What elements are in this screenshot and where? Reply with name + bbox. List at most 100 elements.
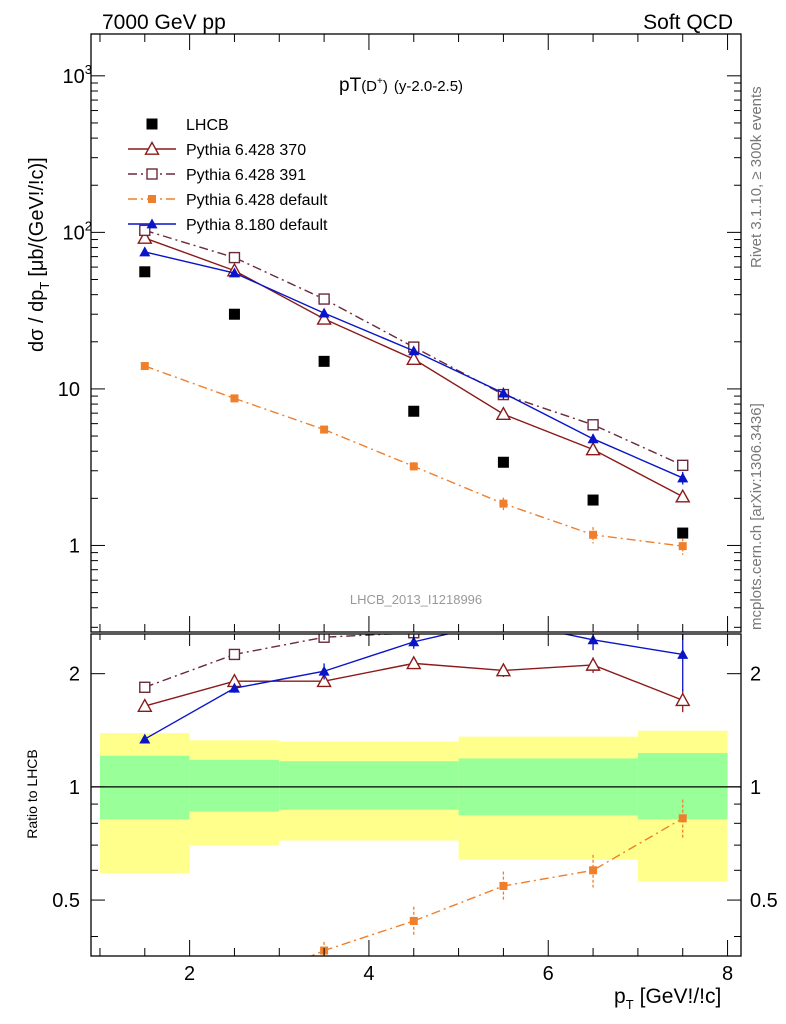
data-point-marker (589, 530, 598, 539)
data-point-marker (139, 733, 151, 744)
data-point-marker (498, 616, 509, 626)
x-tick-label: 4 (363, 963, 374, 985)
data-point-marker (677, 527, 689, 539)
data-point-marker (318, 293, 330, 305)
y-tick-label-base: 1 (69, 535, 80, 557)
ratio-plot-frame (90, 633, 742, 957)
legend: LHCB Pythia 6.428 370 Pythia 6.428 391 Pyth… (128, 117, 328, 234)
x-tick-label: 8 (722, 963, 733, 985)
data-point-marker (408, 345, 420, 356)
data-point-marker (148, 195, 156, 203)
data-point-marker (141, 1009, 149, 1017)
header-left-label: 7000 GeV pp (102, 11, 226, 34)
green-uncertainty-band (279, 761, 459, 810)
data-point-marker (588, 602, 598, 612)
data-point-marker (499, 881, 508, 890)
y-tick-label-base: 10 (63, 66, 85, 88)
data-point-marker (678, 542, 687, 551)
axis-ticks (91, 34, 741, 956)
data-point-marker (585, 656, 601, 671)
x-tick-label: 2 (184, 963, 195, 985)
ratio-uncertainty-bands (99, 730, 728, 882)
plot-title-close: ) (383, 78, 388, 95)
data-point-marker (139, 246, 151, 257)
y-axis-label: dσ / dpT [μb/(GeV!/!c)] (26, 157, 52, 352)
data-point-marker (677, 472, 689, 483)
data-point-marker (318, 355, 330, 367)
data-point-marker (587, 419, 599, 431)
data-point-marker (406, 351, 422, 366)
data-point-marker (228, 267, 240, 278)
green-uncertainty-band (99, 755, 190, 820)
y-tick-label: 103 (63, 62, 92, 88)
data-point-marker (139, 681, 151, 693)
data-point-marker (409, 916, 418, 925)
data-point-marker (408, 405, 420, 417)
data-point-marker (677, 459, 689, 472)
legend-entry: Pythia 8.180 default (128, 217, 328, 234)
ratio-y-tick-label-right: 1 (750, 777, 761, 799)
data-point-marker (228, 648, 241, 661)
data-point-marker (495, 662, 512, 677)
data-point-marker (678, 814, 687, 823)
data-point-marker (230, 394, 239, 403)
data-point-marker (230, 985, 238, 993)
data-point-marker (228, 682, 240, 693)
data-point-marker (320, 425, 329, 434)
data-point-marker (408, 636, 420, 647)
data-point-marker (146, 168, 158, 180)
data-point-marker (409, 462, 418, 471)
data-point-marker (499, 499, 508, 508)
ratio-y-tick-label: 0.5 (52, 890, 80, 912)
data-point-marker (139, 224, 151, 237)
ratio-y-tick-label-right: 2 (750, 664, 761, 686)
data-point-marker (144, 141, 160, 155)
y-tick-label-base: 10 (58, 379, 80, 401)
series-line (144, 662, 683, 707)
analysis-watermark: LHCB_2013_I1218996 (350, 592, 482, 607)
series-pythia-6-428-default (140, 362, 687, 555)
y-axis-label-units: [μb/(GeV!/!c)] (26, 157, 48, 276)
plot-title-sub: (D (361, 78, 377, 95)
data-point-marker (587, 433, 599, 444)
plot-title-sup: + (377, 76, 383, 87)
data-point-marker (316, 673, 332, 688)
green-uncertainty-band (189, 759, 280, 812)
legend-entry: Pythia 6.428 370 (128, 141, 306, 159)
plot-title-main: pT (339, 75, 362, 96)
data-point-marker (587, 494, 599, 506)
data-point-marker (140, 362, 149, 371)
legend-label: Pythia 6.428 370 (186, 142, 306, 159)
data-point-marker (675, 692, 691, 707)
data-point-marker (497, 456, 509, 468)
data-point-marker (146, 118, 158, 130)
x-tick-label: 6 (543, 963, 554, 985)
data-point-marker (318, 665, 330, 676)
series-pythia-6-428-370 (137, 230, 691, 503)
legend-entry: LHCB (146, 117, 229, 134)
series-lhcb (139, 266, 689, 539)
ratio-y-tick-label-right: 0.5 (750, 890, 778, 912)
data-point-marker (495, 406, 512, 421)
x-axis-label-units: [GeV!/!c] (640, 985, 722, 1008)
y-tick-label: 102 (63, 218, 92, 244)
y-tick-label-exponent: 3 (85, 62, 92, 77)
ratio-y-axis-label: Ratio to LHCB (24, 749, 40, 838)
data-point-marker (139, 266, 151, 278)
data-point-marker (146, 218, 158, 229)
data-point-marker (316, 310, 332, 325)
series-line (144, 365, 683, 547)
data-point-marker (137, 230, 153, 244)
rivet-version-label: Rivet 3.1.10, ≥ 300k events (748, 86, 765, 268)
ratio-y-tick-label: 2 (69, 664, 80, 686)
data-point-marker (406, 655, 422, 670)
series-line (144, 237, 684, 498)
series-pythia-8-180-default (139, 246, 689, 485)
legend-entry: Pythia 6.428 391 (128, 167, 306, 184)
legend-label: Pythia 8.180 default (186, 217, 328, 234)
header-right-label: Soft QCD (643, 11, 733, 34)
y-tick-label-base: 10 (63, 222, 85, 244)
legend-label: Pythia 6.428 391 (186, 167, 306, 184)
